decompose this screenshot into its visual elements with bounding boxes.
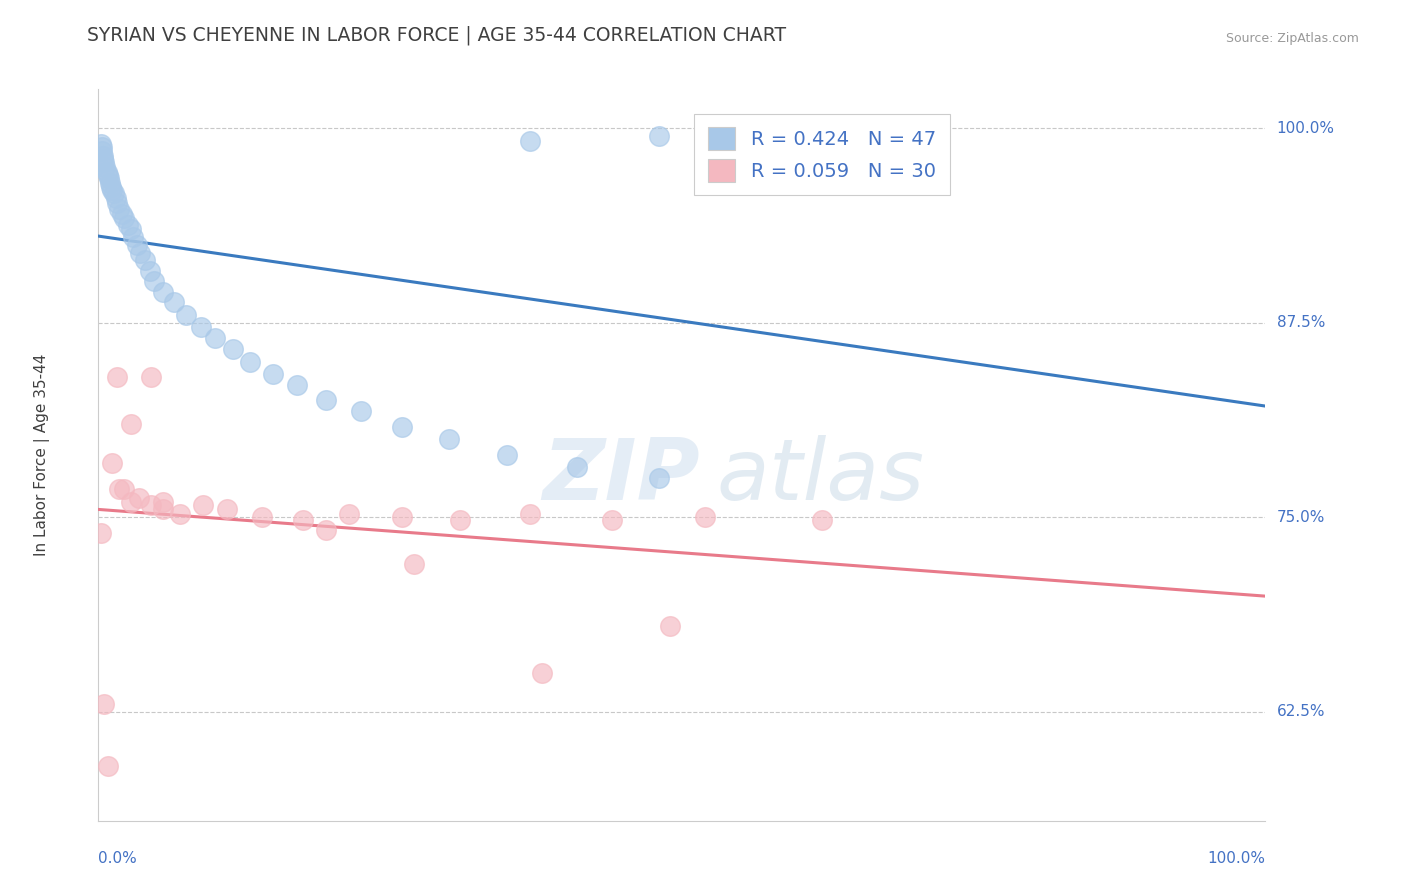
Point: [315, 393, 337, 408]
Point: [262, 367, 284, 381]
Point: [647, 128, 669, 143]
Point: [90, 145, 112, 159]
Point: [120, 417, 142, 431]
Point: [139, 370, 162, 384]
Point: [101, 456, 124, 470]
Point: [402, 557, 425, 571]
Point: [204, 331, 226, 345]
Point: [122, 230, 145, 244]
Point: [519, 134, 541, 148]
Point: [120, 222, 142, 236]
Point: [250, 510, 273, 524]
Point: [129, 245, 152, 260]
Point: [125, 237, 148, 252]
Point: [91, 153, 114, 167]
Legend: R = 0.424   N = 47, R = 0.059   N = 30: R = 0.424 N = 47, R = 0.059 N = 30: [695, 113, 949, 195]
Point: [139, 264, 162, 278]
Text: 75.0%: 75.0%: [1277, 509, 1324, 524]
Text: 0.0%: 0.0%: [98, 851, 138, 866]
Point: [659, 619, 682, 633]
Point: [96, 164, 118, 178]
Point: [117, 218, 139, 232]
Point: [108, 202, 131, 216]
Point: [100, 180, 122, 194]
Text: In Labor Force | Age 35-44: In Labor Force | Age 35-44: [34, 354, 51, 556]
Point: [239, 354, 262, 368]
Point: [437, 433, 460, 447]
Point: [90, 525, 112, 540]
Point: [285, 377, 308, 392]
Text: 100.0%: 100.0%: [1208, 851, 1265, 866]
Text: 100.0%: 100.0%: [1277, 120, 1334, 136]
Point: [90, 136, 112, 151]
Point: [811, 513, 834, 527]
Text: ZIP: ZIP: [541, 435, 700, 518]
Point: [530, 665, 553, 680]
Point: [391, 510, 413, 524]
Point: [105, 195, 128, 210]
Point: [134, 253, 156, 268]
Point: [93, 155, 115, 169]
Point: [391, 420, 413, 434]
Point: [112, 482, 135, 496]
Text: SYRIAN VS CHEYENNE IN LABOR FORCE | AGE 35-44 CORRELATION CHART: SYRIAN VS CHEYENNE IN LABOR FORCE | AGE …: [87, 26, 786, 45]
Point: [101, 183, 124, 197]
Point: [139, 498, 162, 512]
Text: 62.5%: 62.5%: [1277, 704, 1324, 719]
Point: [291, 513, 314, 527]
Point: [190, 320, 212, 334]
Point: [108, 482, 131, 496]
Point: [221, 342, 243, 356]
Point: [928, 128, 950, 143]
Point: [337, 507, 360, 521]
Point: [449, 513, 471, 527]
Point: [152, 494, 174, 508]
Point: [105, 370, 128, 384]
Point: [519, 507, 541, 521]
Point: [104, 191, 127, 205]
Point: [193, 498, 215, 512]
Point: [695, 510, 717, 524]
Point: [174, 308, 197, 322]
Point: [215, 502, 238, 516]
Point: [97, 170, 120, 185]
Text: 87.5%: 87.5%: [1277, 315, 1324, 330]
Text: atlas: atlas: [717, 435, 925, 518]
Point: [103, 186, 125, 201]
Point: [152, 285, 174, 299]
Point: [496, 448, 519, 462]
Point: [98, 176, 121, 190]
Point: [152, 502, 174, 516]
Text: Source: ZipAtlas.com: Source: ZipAtlas.com: [1226, 32, 1358, 45]
Point: [112, 211, 135, 226]
Point: [93, 697, 115, 711]
Point: [120, 494, 142, 508]
Point: [350, 404, 373, 418]
Point: [565, 460, 588, 475]
Point: [128, 491, 150, 506]
Point: [91, 149, 114, 163]
Point: [163, 295, 186, 310]
Point: [111, 207, 134, 221]
Point: [143, 274, 166, 288]
Point: [315, 523, 337, 537]
Point: [97, 168, 120, 182]
Point: [647, 471, 669, 485]
Point: [97, 759, 120, 773]
Point: [90, 140, 112, 154]
Point: [169, 507, 191, 521]
Point: [776, 134, 799, 148]
Point: [600, 513, 623, 527]
Point: [94, 160, 117, 174]
